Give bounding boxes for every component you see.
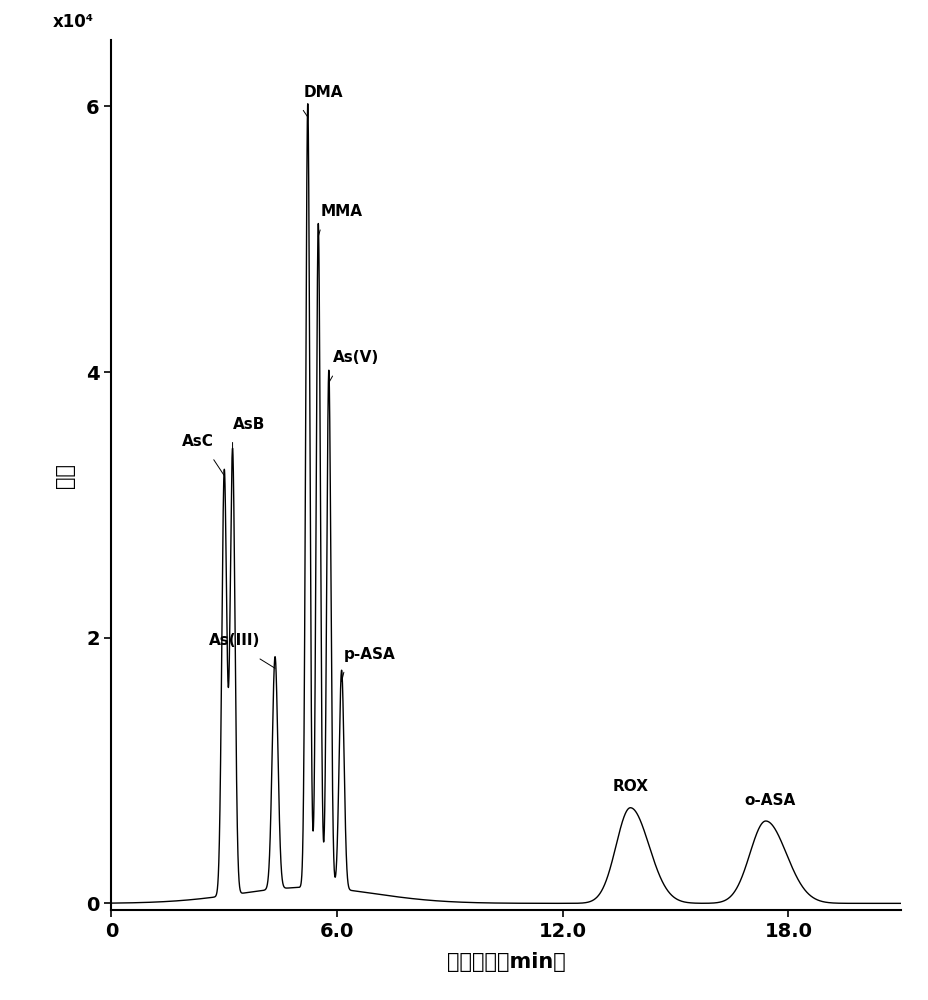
Text: As(V): As(V)	[332, 350, 379, 365]
Text: o-ASA: o-ASA	[743, 793, 794, 808]
Text: x10⁴: x10⁴	[52, 13, 94, 31]
Text: ROX: ROX	[612, 779, 648, 794]
Text: p-ASA: p-ASA	[343, 647, 395, 662]
Text: AsB: AsB	[232, 417, 264, 432]
Text: DMA: DMA	[303, 85, 342, 100]
X-axis label: 保留时间（min）: 保留时间（min）	[446, 952, 565, 972]
Y-axis label: 计数: 计数	[55, 462, 75, 488]
Text: AsC: AsC	[182, 434, 213, 449]
Text: As(III): As(III)	[209, 633, 260, 648]
Text: MMA: MMA	[320, 204, 362, 219]
